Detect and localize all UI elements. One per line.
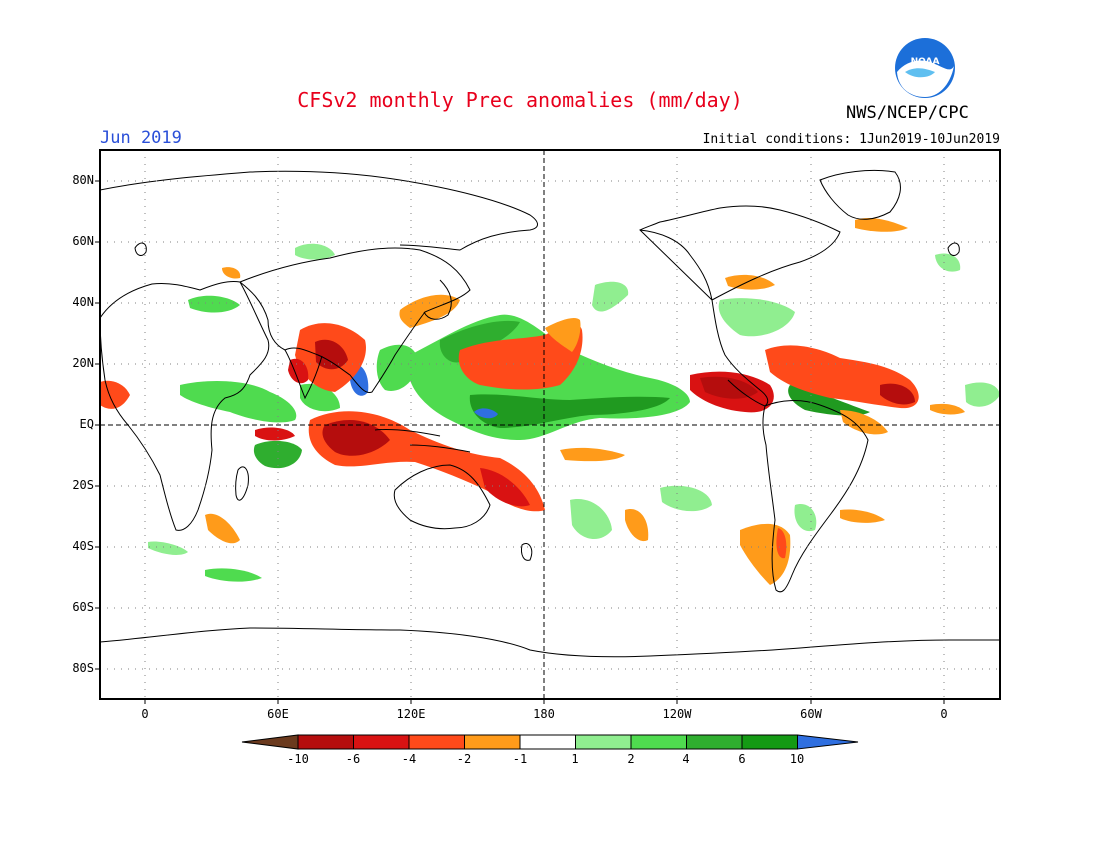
wet-south-atlantic: [794, 504, 817, 532]
dry-south-africa: [205, 513, 240, 544]
coast-south-america: [762, 400, 869, 593]
wet-north-atlantic: [935, 253, 961, 272]
dry-south-pacific: [625, 509, 649, 542]
coast-indonesia: [374, 428, 471, 453]
lat-label-60n: 60N: [72, 234, 94, 248]
lat-label-20s: 20S: [72, 478, 94, 492]
lon-label-120w: 120W: [662, 707, 692, 721]
colorbar-swatch-10: [741, 734, 798, 750]
colorbar-swatch-6: [519, 734, 576, 750]
dry-indochina-core: [315, 339, 348, 370]
coast-eurasia: [239, 247, 471, 394]
wet-atlantic: [788, 385, 870, 416]
colorbar-label-6: 1: [571, 752, 579, 766]
wet-core-central-pacific: [469, 394, 670, 428]
colorbar-label-9: 6: [738, 752, 746, 766]
wet-se-asia: [376, 344, 418, 391]
wet-gulf: [718, 298, 795, 337]
colorbar-label-4: -2: [456, 752, 472, 766]
colorbar-swatch-5: [464, 734, 521, 750]
colorbar-swatch-11: [797, 734, 859, 750]
lat-label-eq: EQ: [79, 417, 94, 431]
coast-north-eurasia: [100, 170, 538, 251]
coast-japan: [423, 279, 452, 320]
dry-africa-west-2: [930, 403, 965, 415]
coast-antarctica: [100, 627, 1000, 658]
wet-south-pacific: [570, 499, 612, 540]
lon-label-0-west: 0: [141, 707, 149, 721]
dry-north-pacific-outer: [545, 317, 581, 352]
dry-europe: [222, 267, 241, 279]
noaa-logo: NOAA: [895, 38, 955, 98]
initial-conditions-label: Initial conditions: 1Jun2019-10Jun2019: [702, 132, 1000, 147]
colorbar-swatch-9: [686, 734, 743, 750]
lat-label-60s: 60S: [72, 600, 94, 614]
colorbar-swatch-3: [353, 734, 410, 750]
lon-label-180: 180: [533, 707, 555, 721]
colorbar-label-2: -6: [345, 752, 361, 766]
lon-label-60e: 60E: [267, 707, 289, 721]
wet-south-indian-far: [205, 568, 262, 582]
dry-india: [288, 358, 309, 384]
colorbar-label-10: 10: [789, 752, 805, 766]
wet-south-indian: [253, 440, 302, 469]
dry-argentina-core: [776, 528, 787, 559]
colorbar-swatch-2: [297, 734, 354, 750]
lat-label-80s: 80S: [72, 661, 94, 675]
coast-new-zealand: [521, 543, 533, 561]
wet-north-pacific: [592, 281, 629, 312]
lat-label-40s: 40S: [72, 539, 94, 553]
wet-europe: [295, 243, 335, 260]
dry-north-america: [725, 274, 775, 290]
dry-australia-east: [480, 468, 530, 507]
dry-central-pacific-south: [560, 447, 625, 462]
lon-label-120e: 120E: [396, 707, 426, 721]
wet-africa-west: [965, 382, 1000, 407]
gridlines: [100, 150, 1000, 699]
agency-label: NWS/NCEP/CPC: [846, 103, 969, 123]
logo-text: NOAA: [911, 57, 940, 67]
dry-africa-west: [100, 380, 130, 409]
coast-greenland: [819, 169, 901, 220]
coastlines: [100, 169, 1000, 658]
colorbar-label-8: 4: [682, 752, 690, 766]
extreme-wet-spot: [474, 408, 498, 419]
dry-tropical-atlantic: [840, 410, 888, 435]
wet-north-africa: [188, 295, 240, 313]
colorbar: [241, 734, 859, 750]
dry-south-atlantic: [840, 509, 885, 523]
dry-caribbean-core: [880, 383, 915, 405]
dry-maritime-core: [322, 420, 390, 456]
wet-south-america: [660, 485, 712, 512]
dry-west-indian: [255, 427, 295, 441]
colorbar-label-5: -1: [512, 752, 528, 766]
dry-greenland: [855, 217, 908, 232]
coast-australia: [393, 464, 491, 530]
lat-label-80n: 80N: [72, 173, 94, 187]
coast-madagascar: [235, 466, 249, 501]
lon-label-0-east: 0: [940, 707, 948, 721]
lon-label-60w: 60W: [800, 707, 822, 721]
lat-label-40n: 40N: [72, 295, 94, 309]
wet-indian-ocean: [180, 380, 297, 423]
colorbar-label-3: -4: [401, 752, 417, 766]
colorbar-swatch-1: [241, 734, 299, 750]
chart-title: CFSv2 monthly Prec anomalies (mm/day): [297, 88, 743, 112]
colorbar-swatch-4: [408, 734, 465, 750]
colorbar-swatch-7: [575, 734, 632, 750]
dry-japan: [399, 294, 460, 328]
axis-ticks: [95, 180, 945, 704]
month-label: Jun 2019: [100, 128, 182, 148]
lat-label-20n: 20N: [72, 356, 94, 370]
coast-india: [284, 349, 323, 400]
colorbar-label-7: 2: [627, 752, 635, 766]
coast-uk: [134, 242, 960, 256]
colorbar-swatch-8: [630, 734, 687, 750]
dry-north-pacific: [458, 323, 583, 390]
colorbar-label-1: -10: [287, 752, 309, 766]
wet-south-indian-west: [148, 541, 188, 555]
coast-africa-europe: [100, 281, 270, 531]
